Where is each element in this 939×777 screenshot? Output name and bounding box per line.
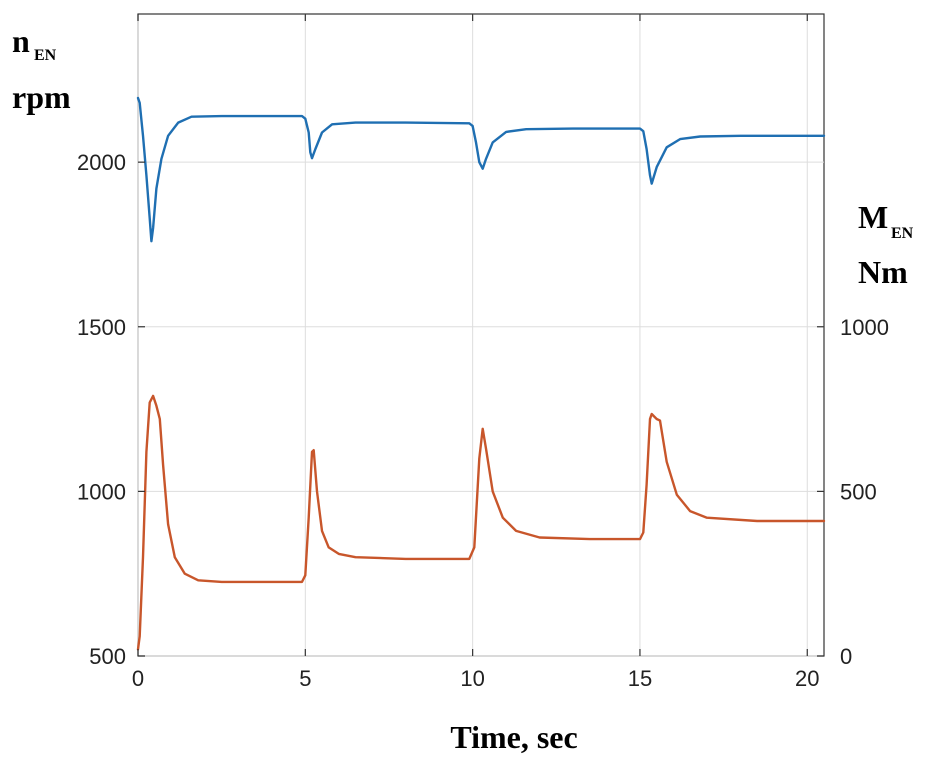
plot-frame: [137, 13, 825, 657]
x-tick-label: 5: [299, 666, 311, 691]
x-tick-label: 10: [460, 666, 484, 691]
series-layer: [136, 96, 826, 651]
x-tick-label: 15: [628, 666, 652, 691]
y-left-tick-label: 1000: [77, 479, 126, 504]
x-tick-label: 20: [795, 666, 819, 691]
speed-series-line: [136, 96, 826, 243]
y-right-tick-label: 1000: [840, 315, 889, 340]
y-left-tick-label: 500: [89, 644, 126, 669]
x-axis-label: Time, sec: [450, 719, 577, 755]
left-axis-symbol: n: [12, 23, 30, 59]
y-left-tick-label: 1500: [77, 315, 126, 340]
left-axis-unit: rpm: [12, 79, 71, 115]
torque-series-line: [136, 394, 826, 651]
y-left-tick-label: 2000: [77, 150, 126, 175]
right-axis-subscript: EN: [891, 225, 914, 242]
x-tick-label: 0: [132, 666, 144, 691]
plot-area-border: [137, 13, 825, 657]
left-axis-subscript: EN: [34, 47, 57, 64]
y-right-tick-label: 0: [840, 644, 852, 669]
right-axis-symbol: M: [858, 199, 888, 235]
y-right-tick-label: 500: [840, 479, 877, 504]
right-axis-unit: Nm: [858, 254, 908, 290]
